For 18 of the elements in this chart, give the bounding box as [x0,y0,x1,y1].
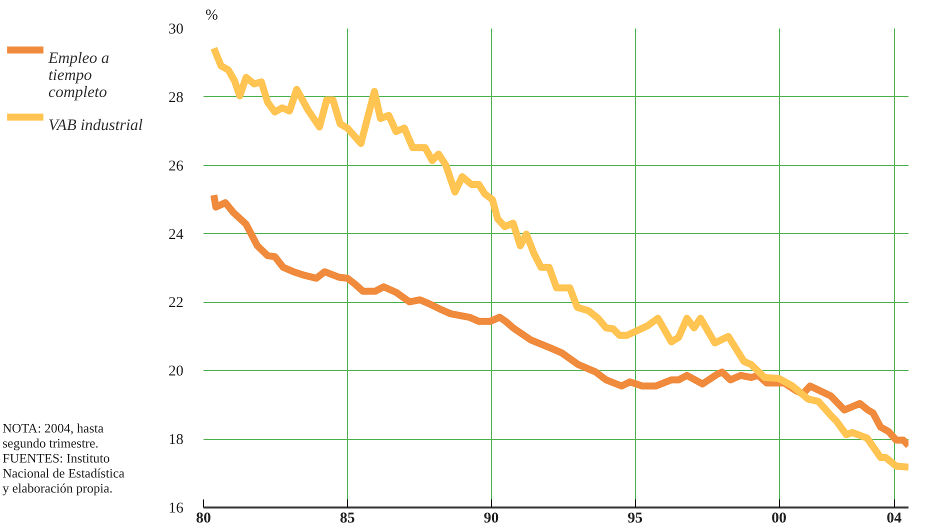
y-tick-label: 30 [168,22,184,38]
legend-label: Empleo a tiempo completo [47,50,110,102]
y-tick-label: 18 [168,432,184,448]
y-tick-label: 26 [168,158,184,174]
y-tick-label: 16 [168,500,184,516]
y-tick-label: 20 [168,364,184,380]
x-tick-label: 80 [196,510,211,526]
x-tick-label: 04 [886,510,902,526]
x-tick-label: 00 [772,510,787,526]
x-tick-label: 95 [628,510,643,526]
x-tick-label: 85 [340,510,355,526]
y-tick-label: 24 [168,226,184,243]
y-tick-label: 22 [168,295,184,312]
y-axis-title: % [206,8,218,24]
legend-label: VAB industrial [48,117,144,134]
x-tick-label: 90 [484,510,499,526]
y-tick-label: 28 [168,90,184,106]
text: NOTA: 2004, hasta segundo trimestre. FUENTES: Instituto Nacional de Estadística y elaboración propia. [2,420,125,496]
